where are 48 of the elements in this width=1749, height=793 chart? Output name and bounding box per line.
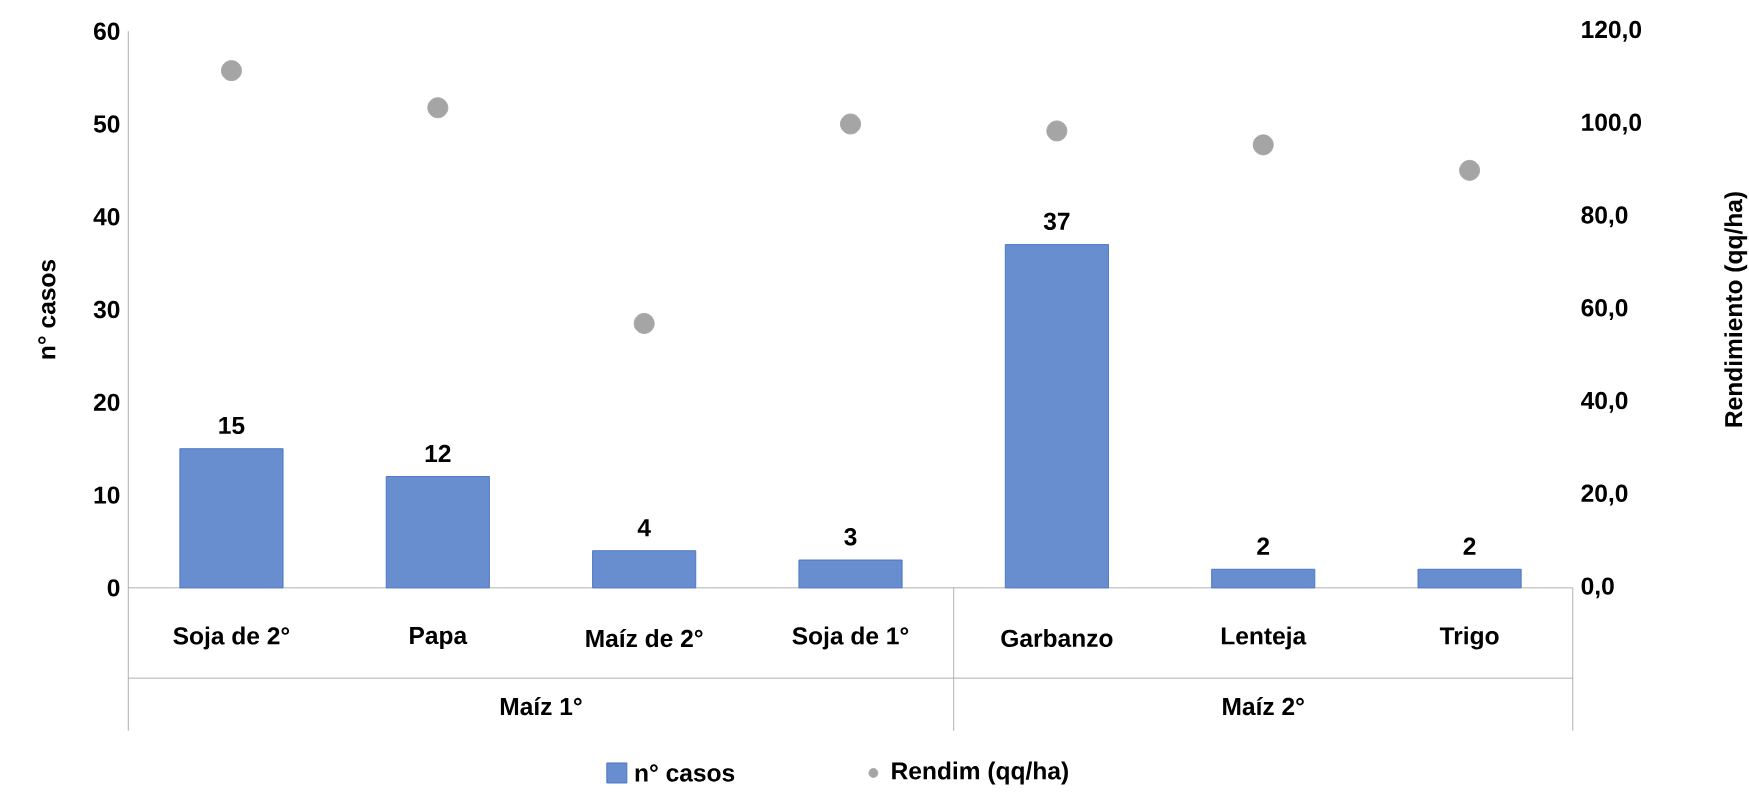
point: [633, 312, 655, 334]
x-tick-label: Garbanzo: [1001, 628, 1113, 647]
bar: [1211, 568, 1316, 589]
bar: [592, 550, 697, 589]
point: [1046, 120, 1068, 142]
data-label: 15: [219, 416, 245, 435]
y2-tick-label: 0,0: [1581, 577, 1614, 599]
y-tick-label: 40: [93, 208, 120, 226]
y-tick-label: 0: [107, 579, 120, 597]
y2-tick-label: 120,0: [1582, 20, 1642, 42]
x-tick-label: Trigo: [1439, 626, 1499, 650]
bar: [385, 476, 490, 589]
text: Maíz 1°: [500, 696, 582, 716]
x-tick-label: Lenteja: [1221, 626, 1307, 650]
y2-tick-label: 100,0: [1582, 113, 1642, 135]
y-tick-label: 20: [93, 393, 120, 411]
bar: [798, 559, 903, 589]
y-tick-label: 10: [94, 486, 120, 504]
y2-tick-label: 20,0: [1581, 484, 1628, 506]
data-label: 2: [1257, 537, 1270, 555]
point: [1252, 134, 1274, 156]
point: [1459, 159, 1481, 181]
data-label: 12: [425, 444, 451, 462]
x-tick-label: Maíz de 2°: [586, 628, 703, 648]
y-axis-title: n° casos: [38, 259, 56, 359]
bar: [1004, 244, 1109, 589]
legend-label: n° casos: [635, 764, 735, 782]
y2-axis-title: Rendimiento (qq/ha): [1724, 192, 1748, 427]
x-tick-label: Papa: [410, 627, 468, 649]
data-label: 3: [844, 528, 857, 546]
y2-tick-label: 80,0: [1581, 206, 1628, 228]
bar: [179, 448, 284, 589]
data-label: 2: [1463, 537, 1476, 555]
legend-label: Rendim (qq/ha): [892, 761, 1068, 785]
data-label: 4: [637, 519, 651, 537]
point: [220, 60, 242, 82]
x-tick-label: Soja de 1°: [792, 626, 909, 650]
y-tick-label: 50: [93, 115, 120, 133]
point: [427, 97, 449, 119]
y2-tick-label: 40,0: [1581, 391, 1628, 413]
data-label: 37: [1043, 212, 1070, 230]
y-tick-label: 30: [93, 300, 120, 319]
y-tick-label: 60: [94, 22, 120, 40]
bar: [1417, 568, 1522, 589]
y2-tick-label: 60,0: [1581, 299, 1628, 320]
text: Maíz 2°: [1223, 696, 1304, 716]
x-tick-label: Soja de 2°: [173, 626, 290, 650]
point: [840, 113, 862, 135]
